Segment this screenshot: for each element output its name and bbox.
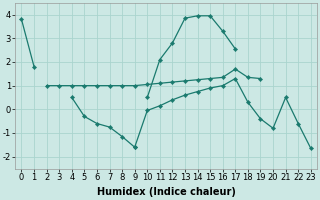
X-axis label: Humidex (Indice chaleur): Humidex (Indice chaleur) (97, 187, 236, 197)
